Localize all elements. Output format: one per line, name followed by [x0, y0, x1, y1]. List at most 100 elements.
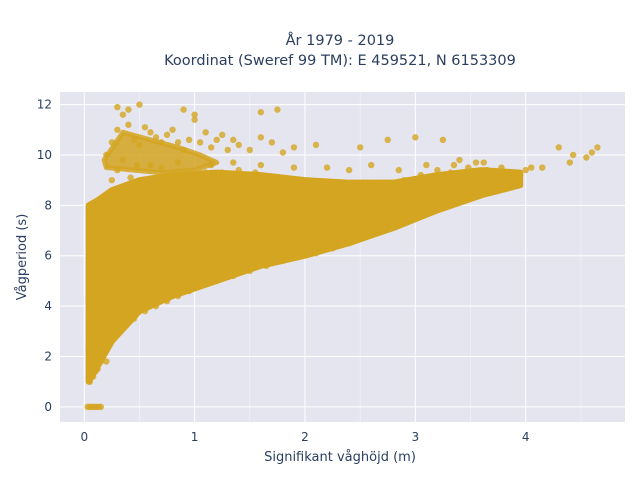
scatter-point	[213, 277, 220, 285]
scatter-point	[127, 174, 134, 181]
scatter-point	[299, 176, 306, 184]
scatter-point	[169, 176, 176, 184]
scatter-point	[125, 227, 132, 234]
scatter-point	[111, 257, 119, 264]
scatter-point	[207, 161, 215, 169]
scatter-point	[235, 222, 242, 229]
scatter-point	[207, 144, 215, 151]
scatter-point	[103, 287, 110, 295]
y-tick-label: 12	[37, 98, 52, 112]
scatter-point	[156, 232, 163, 239]
scatter-point	[219, 169, 226, 176]
scatter-point	[472, 159, 480, 166]
scatter-point	[263, 262, 270, 270]
scatter-point	[478, 189, 485, 196]
scatter-point	[163, 297, 171, 305]
scatter-point	[299, 199, 306, 207]
scatter-point	[268, 187, 276, 194]
y-tick-label: 8	[44, 198, 52, 212]
scatter-point	[348, 217, 355, 224]
y-tick-label: 0	[44, 400, 52, 414]
y-tick-label: 10	[37, 148, 52, 162]
scatter-point	[145, 197, 152, 204]
scatter-point	[156, 192, 163, 199]
scatter-point	[315, 224, 322, 232]
scatter-point	[215, 247, 223, 254]
scatter-point	[266, 232, 273, 239]
scatter-point	[401, 197, 408, 204]
scatter-point	[266, 176, 273, 184]
scatter-point	[384, 136, 391, 144]
scatter-point	[119, 156, 127, 164]
scatter-point	[158, 164, 165, 171]
scatter-point	[290, 164, 298, 171]
scatter-point	[318, 187, 325, 194]
scatter-point	[480, 159, 487, 166]
scatter-point	[500, 176, 507, 184]
x-tick-label: 4	[522, 430, 530, 444]
scatter-point	[384, 199, 391, 207]
scatter-point	[569, 151, 577, 159]
scatter-point	[417, 189, 425, 196]
scatter-point	[439, 136, 447, 144]
scatter-point	[103, 207, 110, 214]
scatter-point	[92, 340, 99, 348]
scatter-point	[141, 307, 149, 315]
scatter-point	[279, 149, 287, 156]
scatter-point	[114, 103, 121, 111]
scatter-point	[100, 227, 108, 234]
scatter-point	[252, 187, 259, 194]
scatter-point	[174, 292, 182, 300]
scatter-point	[356, 144, 364, 151]
scatter-point	[94, 242, 101, 249]
scatter-point	[246, 146, 254, 154]
scatter-point	[178, 262, 185, 270]
scatter-point	[447, 169, 454, 176]
scatter-point	[233, 242, 240, 249]
scatter-point	[539, 164, 546, 171]
scatter-point	[285, 244, 292, 252]
scatter-point	[134, 202, 141, 209]
scatter-point	[200, 212, 207, 219]
scatter-point	[196, 139, 204, 146]
scatter-point	[169, 207, 176, 214]
scatter-point	[345, 166, 353, 174]
scatter-point	[219, 131, 226, 139]
scatter-point	[215, 207, 223, 214]
scatter-point	[156, 272, 163, 280]
scatter-point	[180, 106, 187, 113]
scatter-point	[351, 204, 358, 212]
scatter-point	[318, 237, 325, 244]
scatter-point	[299, 227, 306, 234]
scatter-point	[147, 187, 154, 194]
scatter-point	[114, 318, 121, 325]
scatter-point	[315, 197, 322, 204]
scatter-point	[180, 202, 187, 209]
scatter-point	[87, 360, 95, 368]
scatter-point	[594, 144, 601, 151]
scatter-point	[566, 159, 574, 166]
scatter-point	[130, 136, 138, 144]
scatter-point	[94, 323, 101, 330]
scatter-point	[134, 161, 141, 169]
scatter-point	[395, 219, 402, 227]
scatter-point	[445, 199, 452, 207]
scatter-point	[158, 212, 165, 219]
scatter-point	[494, 184, 502, 191]
scatter-point	[105, 189, 112, 196]
scatter-point	[87, 333, 95, 340]
scatter-point	[213, 136, 220, 144]
scatter-point	[235, 141, 242, 149]
scatter-point	[434, 166, 441, 174]
scatter-point	[268, 217, 276, 224]
scatter-point	[178, 184, 185, 191]
scatter-point	[381, 189, 388, 196]
scatter-point	[281, 199, 289, 207]
scatter-point	[158, 139, 165, 146]
scatter-point	[180, 174, 187, 181]
scatter-point	[158, 182, 165, 189]
scatter-point	[301, 242, 309, 249]
scatter-point	[125, 197, 132, 204]
scatter-point	[189, 182, 196, 189]
scatter-point	[130, 315, 138, 322]
